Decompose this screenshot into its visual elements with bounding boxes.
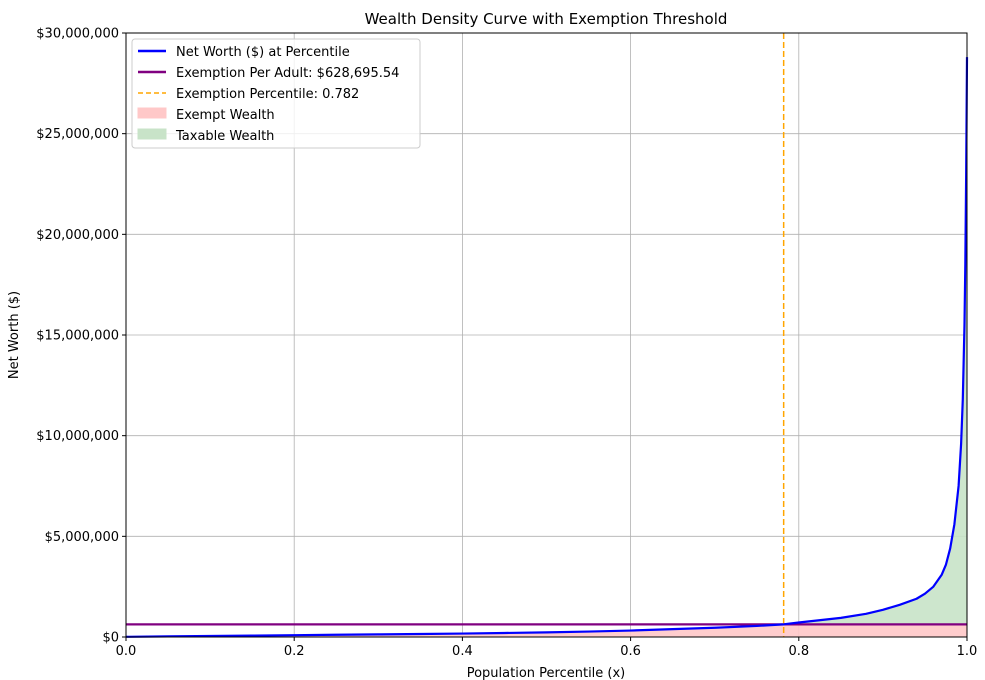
data-lines bbox=[125, 33, 969, 638]
y-tick-label: $20,000,000 bbox=[36, 228, 119, 243]
y-tick-label: $25,000,000 bbox=[36, 127, 119, 142]
x-axis-label: Population Percentile (x) bbox=[467, 666, 626, 680]
legend-label-exemption-per-adult: Exemption Per Adult: $628,695.54 bbox=[176, 66, 399, 81]
y-axis-label: Net Worth ($) bbox=[7, 291, 22, 379]
chart-title: Wealth Density Curve with Exemption Thre… bbox=[365, 10, 728, 28]
x-tick-label: 0.4 bbox=[452, 644, 473, 659]
legend-swatch-taxable-wealth bbox=[137, 128, 167, 140]
x-tick-label: 0.2 bbox=[284, 644, 305, 659]
legend-label-exempt-wealth: Exempt Wealth bbox=[176, 108, 275, 123]
legend: Net Worth ($) at Percentile Exemption Pe… bbox=[131, 38, 421, 149]
filled-areas bbox=[126, 57, 967, 637]
x-tick-label: 0.8 bbox=[788, 644, 809, 659]
y-tick-label: $15,000,000 bbox=[36, 329, 119, 344]
legend-label-net-worth: Net Worth ($) at Percentile bbox=[176, 45, 350, 60]
legend-box bbox=[131, 38, 421, 149]
legend-label-taxable-wealth: Taxable Wealth bbox=[175, 129, 274, 144]
taxable-wealth-area bbox=[783, 57, 967, 625]
y-axis-ticks: $0 $5,000,000 $10,000,000 $15,000,000 $20,00… bbox=[36, 27, 126, 646]
x-axis-ticks: 0.0 0.2 0.4 0.6 0.8 1.0 bbox=[116, 637, 978, 659]
y-tick-label: $30,000,000 bbox=[36, 27, 119, 42]
y-tick-label: $0 bbox=[102, 631, 119, 646]
y-tick-label: $10,000,000 bbox=[36, 429, 119, 444]
grid-lines bbox=[125, 32, 968, 638]
legend-label-exemption-percentile: Exemption Percentile: 0.782 bbox=[176, 87, 359, 102]
exempt-wealth-area bbox=[126, 624, 967, 637]
x-tick-label: 1.0 bbox=[957, 644, 978, 659]
x-tick-label: 0.6 bbox=[620, 644, 641, 659]
x-tick-label: 0.0 bbox=[116, 644, 137, 659]
y-tick-label: $5,000,000 bbox=[45, 530, 119, 545]
net-worth-line bbox=[125, 57, 969, 638]
legend-swatch-exempt-wealth bbox=[137, 107, 167, 119]
